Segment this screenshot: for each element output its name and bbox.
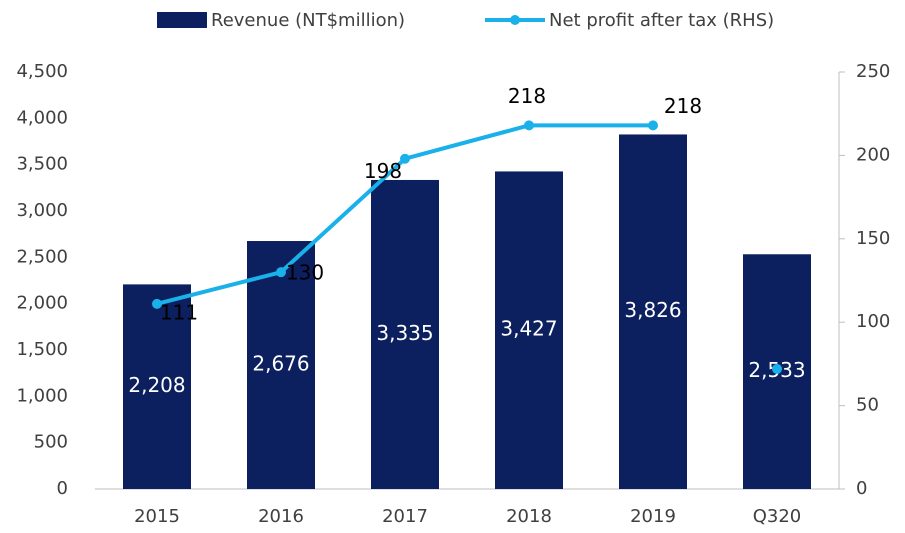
legend-swatch [157,12,207,28]
legend: Revenue (NT$million) Net profit after tax… [157,10,774,31]
y2-tick-label: 250 [856,61,890,82]
y-tick-label: 0 [57,478,68,499]
bar-label: 2,208 [128,373,185,397]
y2-tick-label: 100 [856,311,890,332]
y2-tick-label: 50 [856,395,879,416]
bar [247,241,315,489]
x-tick-label: 2015 [134,506,180,527]
y-tick-label: 3,000 [16,200,68,221]
bar [371,179,439,489]
y-tick-label: 2,000 [16,293,68,314]
line-point [276,267,286,278]
y2-tick-label: 150 [856,228,890,249]
x-tick-label: Q320 [753,506,802,527]
x-tick-label: 2019 [630,506,676,527]
x-tick-label: 2016 [258,506,304,527]
line-label: 218 [664,94,702,118]
bar [495,171,563,489]
bar-label: 3,427 [500,317,557,341]
line-point [648,120,658,131]
x-tick-label: 2017 [382,506,428,527]
y-tick-label: 4,500 [16,61,68,82]
y2-tick-label: 0 [856,478,867,499]
line-point [524,120,534,131]
legend-swatch [510,15,520,25]
y-tick-label: 2,500 [16,246,68,267]
y-tick-label: 4,000 [16,107,68,128]
y-tick-label: 500 [34,432,68,453]
line-point [400,153,410,164]
line-label: 111 [160,300,198,324]
bar-label: 2,676 [252,352,309,376]
legend-label: Net profit after tax (RHS) [549,10,774,31]
line-label: 218 [508,84,546,108]
legend-label: Revenue (NT$million) [211,10,405,31]
y-tick-label: 1,500 [16,339,68,360]
y2-tick-label: 200 [856,144,890,165]
line-label: 130 [286,261,324,285]
bar [619,134,687,489]
x-tick-label: 2018 [506,506,552,527]
line-point [152,298,162,309]
line-point [772,363,782,374]
bar [123,284,191,489]
bar-label: 3,335 [376,321,433,345]
line-label: 198 [364,159,402,183]
y-tick-label: 1,000 [16,385,68,406]
y-tick-label: 3,500 [16,154,68,175]
bar-label: 3,826 [624,298,681,322]
